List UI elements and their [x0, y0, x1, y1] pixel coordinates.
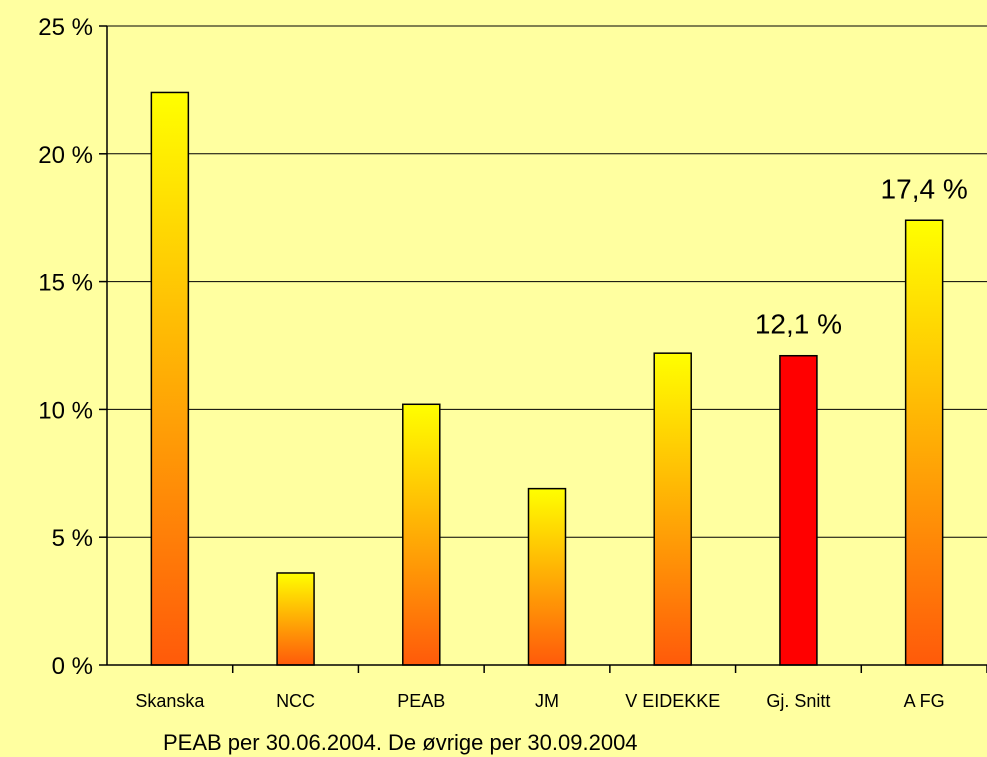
- y-tick-label: 20 %: [38, 142, 93, 169]
- y-tick-label: 10 %: [38, 397, 93, 424]
- x-tick-label: Gj. Snitt: [766, 691, 830, 711]
- data-label: 12,1 %: [755, 309, 842, 340]
- y-tick-label: 25 %: [38, 14, 93, 41]
- x-tick-label: Skanska: [135, 691, 205, 711]
- y-tick-label: 15 %: [38, 270, 93, 297]
- bar-skanska: [150, 91, 190, 666]
- x-tick-label: PEAB: [397, 691, 445, 711]
- bar-peab: [402, 403, 441, 666]
- footnote: PEAB per 30.06.2004. De øvrige per 30.09…: [163, 730, 638, 755]
- x-tick-label: JM: [535, 691, 559, 711]
- x-tick-label: NCC: [276, 691, 315, 711]
- bar-v-eidekke: [653, 352, 692, 666]
- bar-a-fg: [904, 219, 944, 666]
- bar-jm: [527, 487, 567, 666]
- data-label: 17,4 %: [881, 173, 968, 204]
- bar-ncc: [276, 572, 315, 666]
- x-tick-label: V EIDEKKE: [625, 691, 720, 711]
- y-tick-label: 0 %: [52, 653, 93, 680]
- x-tick-label: A FG: [904, 691, 945, 711]
- bar-gj-snitt: [779, 354, 818, 666]
- y-tick-label: 5 %: [52, 525, 93, 552]
